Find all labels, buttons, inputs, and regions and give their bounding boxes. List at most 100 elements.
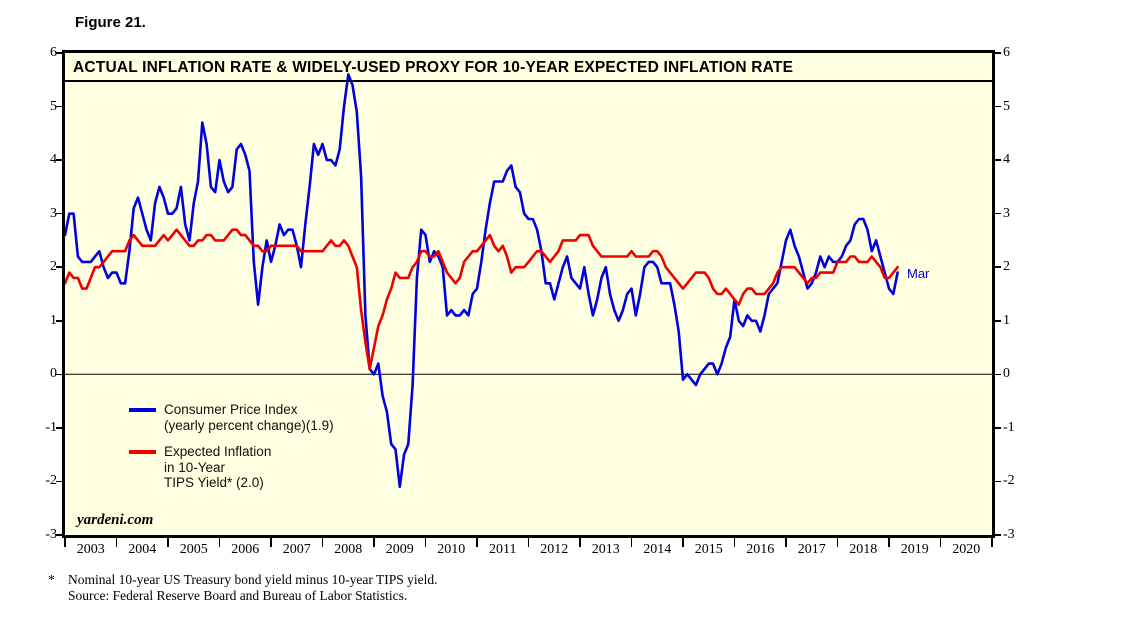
y-axis-tick (56, 52, 62, 54)
x-axis-label: 2016 (746, 542, 775, 557)
x-axis-label: 2006 (231, 542, 260, 557)
legend-item-tips: Expected Inflation in 10-Year TIPS Yield… (129, 444, 334, 491)
cpi-line-key (129, 408, 156, 412)
x-axis-tick (218, 535, 221, 547)
y-axis-label-left: 4 (50, 152, 57, 168)
x-axis-label: 2017 (797, 542, 826, 557)
footnote: * Nominal 10-year US Treasury bond yield… (48, 572, 437, 604)
legend-item-cpi: Consumer Price Index (yearly percent cha… (129, 402, 334, 433)
y-axis-tick (995, 159, 1001, 161)
yardeni-watermark: yardeni.com (77, 512, 154, 528)
y-axis-label-right: 1 (1003, 312, 1010, 328)
footnote-line-2: Source: Federal Reserve Board and Bureau… (68, 588, 408, 603)
y-axis-label-right: 0 (1003, 366, 1010, 382)
chart-title: ACTUAL INFLATION RATE & WIDELY-USED PROX… (65, 53, 992, 82)
x-axis-label: 2018 (849, 542, 878, 557)
footnote-line-1: Nominal 10-year US Treasury bond yield m… (68, 572, 438, 587)
x-axis-tick (682, 535, 684, 547)
y-axis-tick (56, 320, 62, 322)
chart: ACTUAL INFLATION RATE & WIDELY-USED PROX… (45, 45, 1014, 557)
y-axis-label-left: 1 (50, 312, 57, 328)
y-axis-tick (56, 373, 62, 376)
y-axis-tick (56, 427, 62, 429)
tips-series-line (65, 228, 899, 371)
y-axis-tick (56, 534, 62, 536)
x-axis-label: 2013 (591, 542, 620, 557)
x-axis-tick (321, 535, 324, 547)
y-axis-label-right: 6 (1003, 45, 1010, 60)
x-axis-label: 2014 (643, 542, 672, 557)
tips-line-key (129, 450, 156, 454)
y-axis-tick (995, 427, 1001, 429)
y-axis-tick (56, 480, 62, 483)
x-axis-tick (733, 535, 736, 547)
x-axis-label: 2007 (282, 542, 311, 557)
y-axis-tick (56, 159, 62, 161)
y-axis-tick (995, 480, 1001, 483)
x-axis-tick (373, 535, 375, 547)
y-axis-label-right: 3 (1003, 205, 1010, 221)
y-axis-label-left: 6 (50, 45, 57, 60)
y-axis-tick (56, 212, 62, 215)
x-axis-tick (424, 535, 427, 547)
y-axis-tick (995, 534, 1001, 536)
x-axis-tick (991, 535, 993, 547)
y-axis-label-right: -1 (1003, 419, 1015, 435)
x-axis-tick (888, 535, 890, 547)
y-axis-label-right: -2 (1003, 473, 1015, 489)
x-axis-tick (115, 535, 118, 547)
y-axis-label-left: -2 (45, 473, 57, 489)
y-axis-label-left: 2 (50, 259, 57, 275)
y-axis-tick (995, 373, 1001, 376)
legend-tips-line-2: in 10-Year (164, 459, 226, 475)
y-axis-label-left: 3 (50, 205, 57, 221)
x-axis-tick (476, 535, 478, 547)
x-axis-label: 2015 (694, 542, 723, 557)
y-axis-label-left: -1 (45, 419, 57, 435)
x-axis-label: 2019 (900, 542, 929, 557)
legend-cpi-line-2: (yearly percent change)(1.9) (164, 417, 334, 433)
x-axis-label: 2003 (76, 542, 105, 557)
x-axis-tick (785, 535, 787, 547)
y-axis-tick (56, 105, 62, 108)
last-month-label: Mar (907, 266, 930, 281)
y-axis-tick (995, 266, 1001, 268)
x-axis-tick (270, 535, 272, 547)
legend-tips-line-1: Expected Inflation (164, 444, 272, 459)
legend-cpi-line-1: Consumer Price Index (164, 402, 298, 417)
x-axis-label: 2010 (437, 542, 466, 557)
y-axis-label-right: 5 (1003, 98, 1010, 114)
y-axis-tick (56, 266, 62, 268)
x-axis-label: 2011 (489, 542, 517, 557)
x-axis-label: 2020 (952, 542, 981, 557)
footnote-asterisk: * (48, 572, 55, 587)
y-axis-label-left: -3 (45, 527, 57, 542)
x-axis-tick (579, 535, 581, 547)
x-axis-tick (167, 535, 169, 547)
legend-tips-line-3: TIPS Yield* (2.0) (164, 475, 264, 490)
x-axis-tick (527, 535, 530, 547)
x-axis-label: 2004 (128, 542, 157, 557)
x-axis-tick (630, 535, 633, 547)
x-axis-tick (939, 535, 942, 547)
legend: Consumer Price Index (yearly percent cha… (129, 402, 334, 502)
x-axis-label: 2012 (540, 542, 569, 557)
x-axis-label: 2008 (334, 542, 363, 557)
y-axis-label-left: 0 (50, 366, 57, 382)
y-axis-label-left: 5 (50, 98, 57, 114)
y-axis-tick (995, 105, 1001, 108)
x-axis-tick (836, 535, 839, 547)
y-axis-label-right: 2 (1003, 259, 1010, 275)
x-axis-label: 2005 (179, 542, 208, 557)
y-axis-tick (995, 320, 1001, 322)
x-axis-tick (64, 535, 66, 547)
y-axis-tick (995, 52, 1001, 54)
y-axis-label-right: -3 (1003, 527, 1015, 542)
figure-label: Figure 21. (75, 14, 146, 31)
cpi-series-line (65, 73, 899, 489)
y-axis-label-right: 4 (1003, 152, 1010, 168)
x-axis-label: 2009 (385, 542, 414, 557)
plot-area (65, 73, 992, 489)
y-axis-tick (995, 212, 1001, 215)
